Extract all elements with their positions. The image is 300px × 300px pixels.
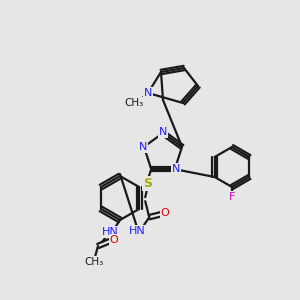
Text: O: O xyxy=(110,235,118,245)
Text: S: S xyxy=(143,177,152,190)
Text: HN: HN xyxy=(129,226,146,236)
Text: CH₃: CH₃ xyxy=(124,98,144,108)
Text: N: N xyxy=(139,142,147,152)
Text: N: N xyxy=(144,88,152,98)
Text: O: O xyxy=(161,208,170,218)
Text: CH₃: CH₃ xyxy=(84,257,104,267)
Text: F: F xyxy=(229,192,235,202)
Text: HN: HN xyxy=(102,227,118,237)
Text: N: N xyxy=(159,127,167,137)
Text: N: N xyxy=(172,164,180,174)
